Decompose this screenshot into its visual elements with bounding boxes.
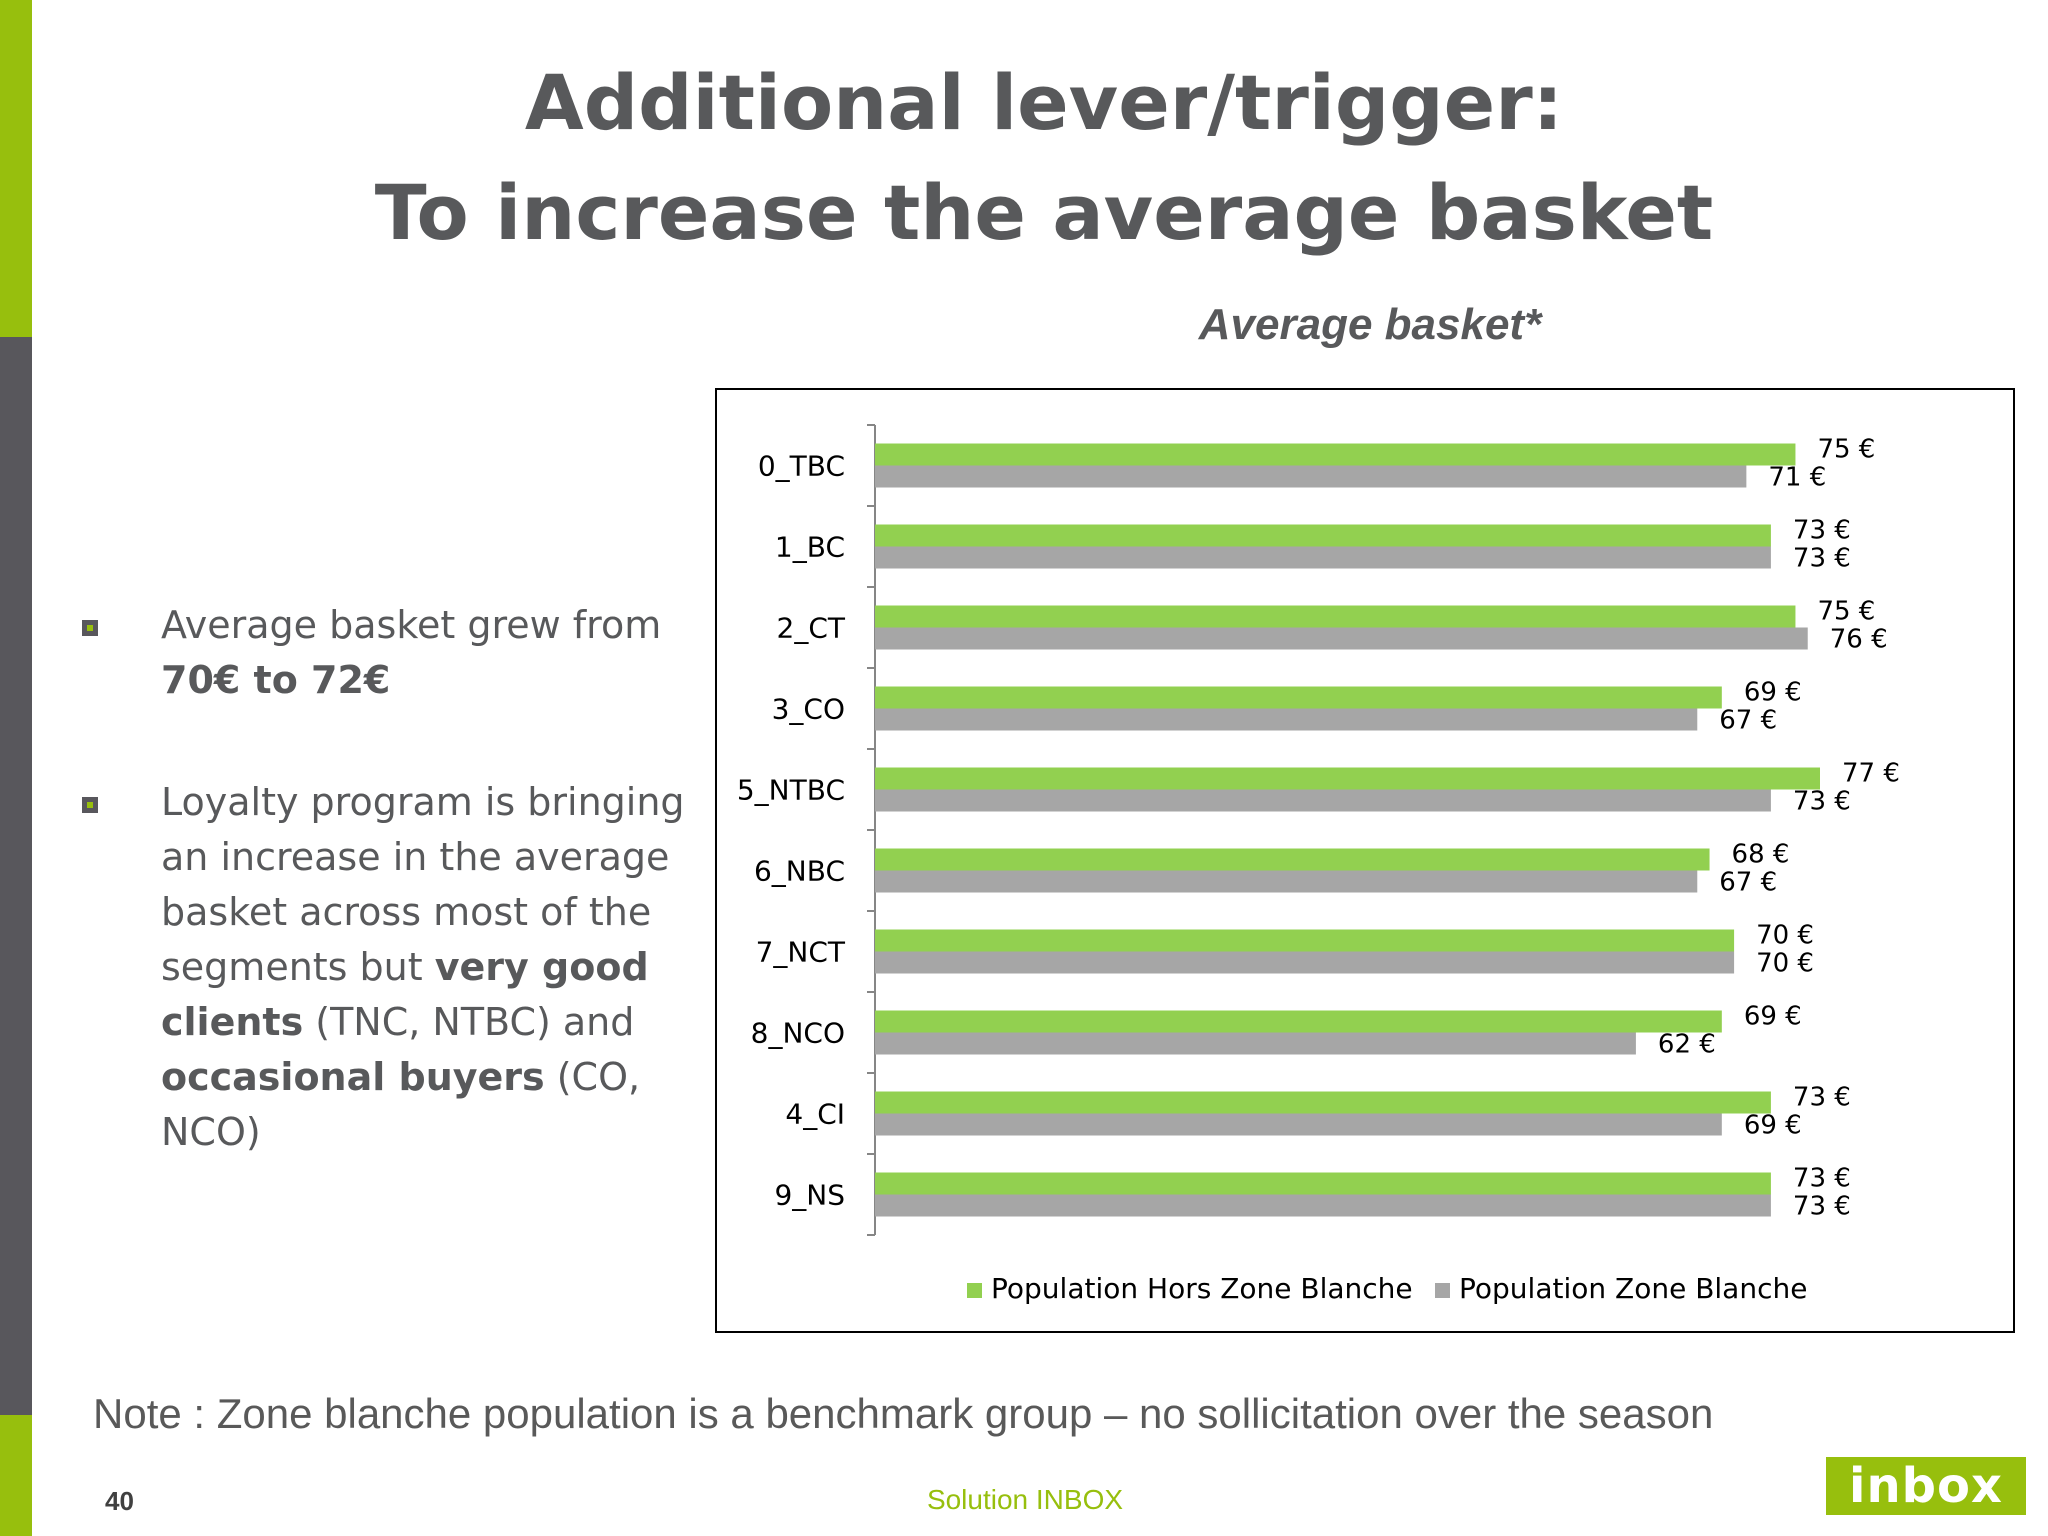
- category-label: 2_CT: [777, 612, 846, 645]
- data-label: 68 €: [1732, 840, 1790, 870]
- data-label: 75 €: [1817, 597, 1875, 627]
- data-label: 73 €: [1793, 1164, 1851, 1194]
- legend-label: Population Zone Blanche: [1459, 1272, 1807, 1305]
- bar: [875, 951, 1735, 974]
- bar: [875, 1172, 1771, 1195]
- bar: [875, 767, 1820, 790]
- bar: [875, 708, 1698, 731]
- bar: [875, 1113, 1722, 1136]
- bar: [875, 870, 1698, 893]
- legend-label: Population Hors Zone Blanche: [991, 1272, 1413, 1305]
- inbox-logo-text: inbox: [1849, 1458, 2003, 1514]
- bar: [875, 465, 1747, 488]
- data-label: 70 €: [1756, 921, 1814, 951]
- legend-swatch: [1435, 1283, 1450, 1298]
- bar: [875, 789, 1771, 812]
- bullet-2-bold-b: occasional buyers: [161, 1055, 545, 1099]
- bullet-1-bold: 70€ to 72€: [161, 658, 391, 702]
- slide-title-line-2: To increase the average basket: [374, 168, 1714, 257]
- slide-title-line-1: Additional lever/trigger:: [524, 58, 1564, 147]
- bar: [875, 524, 1771, 547]
- bar: [875, 1194, 1771, 1217]
- bar: [875, 1032, 1636, 1055]
- bullet-square-icon: [82, 620, 98, 636]
- bar: [875, 848, 1710, 871]
- bar: [875, 1091, 1771, 1114]
- category-label: 8_NCO: [751, 1017, 845, 1050]
- sidebar-accent-top: [0, 0, 32, 337]
- bar: [875, 546, 1771, 569]
- bullet-2-bold-a: very good clients: [161, 945, 649, 1044]
- data-label: 76 €: [1830, 625, 1888, 655]
- data-label: 73 €: [1793, 516, 1851, 546]
- data-label: 73 €: [1793, 1083, 1851, 1113]
- bullet-1-text: Average basket grew from: [161, 603, 662, 647]
- data-label: 67 €: [1719, 706, 1777, 736]
- bullet-2-text-a: Loyalty program is bringing an increase …: [161, 780, 685, 989]
- bar: [875, 627, 1808, 650]
- data-label: 75 €: [1817, 435, 1875, 465]
- bar: [875, 1010, 1722, 1033]
- category-label: 9_NS: [774, 1179, 845, 1212]
- bar: [875, 929, 1735, 952]
- category-label: 6_NBC: [754, 855, 845, 888]
- bar-chart: 0_TBC 75 €71 €1_BC 73 €73 €2_CT 75 €76 €3_C…: [715, 388, 2015, 1333]
- bullet-list: Average basket grew from 70€ to 72€ Loya…: [82, 598, 722, 1227]
- bullet-square-icon: [82, 797, 98, 813]
- data-label: 70 €: [1756, 949, 1814, 979]
- data-label: 73 €: [1793, 544, 1851, 574]
- data-label: 77 €: [1842, 759, 1900, 789]
- data-label: 69 €: [1744, 678, 1802, 708]
- legend-swatch: [967, 1283, 982, 1298]
- data-label: 73 €: [1793, 1192, 1851, 1222]
- bullet-item-2: Loyalty program is bringing an increase …: [82, 775, 722, 1160]
- data-label: 71 €: [1768, 463, 1826, 493]
- category-label: 3_CO: [772, 693, 845, 726]
- data-label: 69 €: [1744, 1111, 1802, 1141]
- category-label: 5_NTBC: [737, 774, 845, 807]
- sidebar-accent-bottom: [0, 1415, 32, 1536]
- bullet-item-1: Average basket grew from 70€ to 72€: [82, 598, 722, 708]
- data-label: 62 €: [1658, 1030, 1716, 1060]
- category-label: 0_TBC: [758, 450, 845, 483]
- data-label: 69 €: [1744, 1002, 1802, 1032]
- data-label: 73 €: [1793, 787, 1851, 817]
- sidebar-accent-middle: [0, 337, 32, 1415]
- bar: [875, 686, 1722, 709]
- chart-heading: Average basket*: [1198, 300, 1542, 349]
- bullet-2-text-b: (TNC, NTBC) and: [303, 1000, 635, 1044]
- bar: [875, 443, 1796, 466]
- page-number: 40: [105, 1486, 134, 1516]
- bar-chart-svg: 0_TBC 75 €71 €1_BC 73 €73 €2_CT 75 €76 €3_C…: [737, 424, 1900, 1305]
- category-label: 7_NCT: [756, 936, 846, 969]
- data-label: 67 €: [1719, 868, 1777, 898]
- category-label: 4_CI: [785, 1098, 845, 1131]
- footer-text: Solution INBOX: [926, 1484, 1124, 1515]
- category-label: 1_BC: [775, 531, 845, 564]
- bullet-2-text-c: (CO, NCO): [161, 1055, 641, 1154]
- inbox-logo: inbox: [1826, 1457, 2026, 1515]
- bar: [875, 605, 1796, 628]
- slide-title: Additional lever/trigger: To increase th…: [40, 48, 2048, 268]
- footnote: Note : Zone blanche population is a benc…: [93, 1390, 1714, 1437]
